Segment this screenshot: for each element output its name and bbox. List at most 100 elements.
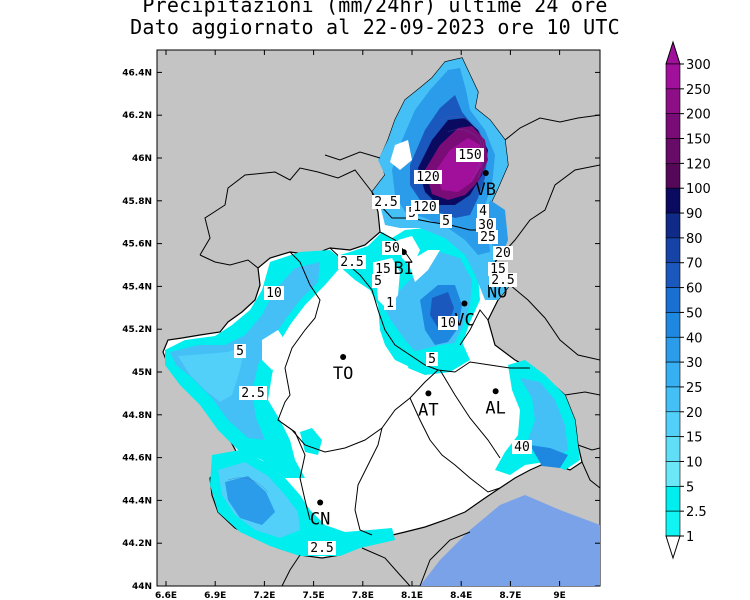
contour-label-bg — [456, 148, 484, 162]
longitude-axis: 6.6E 6.9E 7.2E 7.5E 7.8E 8.1E 8.4E 8.7E 9E — [155, 50, 566, 600]
contour-label-bg — [488, 262, 508, 276]
contour-label-bg — [477, 204, 489, 218]
city-label: VC — [454, 311, 474, 331]
contour-label: 20 — [495, 246, 511, 261]
colorbar-segment — [665, 287, 681, 313]
contour-label-bg — [440, 214, 452, 228]
city-dot — [340, 354, 347, 361]
colorbar-segment — [665, 237, 681, 264]
contour-label: 150 — [458, 148, 481, 163]
city-label: BI — [394, 259, 414, 279]
colorbar: 3002502001501201009080706050403025201510… — [665, 40, 711, 560]
contour-label-bg — [478, 230, 498, 244]
contour-label-bg — [426, 352, 438, 366]
lat-tick-label: 46.2N — [122, 111, 152, 121]
latitude-axis: 46.4N 46.2N 46N 45.8N 45.6N 45.4N 45.2N 45N 44.8… — [122, 68, 600, 592]
city-markers: TO AT AL CN BI VC NO VB — [310, 169, 508, 530]
lon-tick-label: 6.6E — [155, 591, 177, 600]
contour-label-bg — [438, 316, 458, 330]
contour-label-bg — [414, 170, 442, 184]
contour-label: 2.5 — [340, 255, 363, 270]
country-borders — [199, 114, 600, 586]
colorbar-bottom-arrow — [665, 535, 681, 560]
colorbar-label: 25 — [686, 381, 703, 396]
contour-label-bg — [372, 195, 400, 209]
lat-tick-label: 46.4N — [122, 68, 152, 78]
contour-label: 25 — [480, 230, 496, 245]
colorbar-label: 150 — [686, 133, 711, 148]
contour-label-bg — [476, 218, 496, 232]
city-label: NO — [487, 283, 507, 303]
colorbar-segment — [665, 88, 681, 114]
map-title: Precipitazioni (mm/24hr) ultime 24 ore — [142, 0, 608, 17]
contour-label-bg — [234, 344, 246, 358]
colorbar-segment — [665, 212, 681, 239]
colorbar-label: 70 — [686, 257, 703, 272]
contour-label-bg — [308, 541, 336, 555]
colorbar-top-arrow — [665, 40, 681, 65]
contour-label: 10 — [266, 286, 282, 301]
colorbar-segment — [665, 336, 681, 363]
colorbar-segment — [665, 436, 681, 462]
colorbar-segment — [665, 461, 681, 487]
colorbar-label: 250 — [686, 83, 711, 98]
colorbar-segment — [665, 163, 681, 189]
lat-tick-label: 44N — [132, 582, 152, 592]
colorbar-segment — [665, 262, 681, 288]
colorbar-label: 2.5 — [686, 505, 707, 520]
contour-label: 10 — [440, 316, 456, 331]
colorbar-label: 80 — [686, 232, 703, 247]
colorbar-label: 20 — [686, 406, 703, 421]
lon-tick-label: 7.2E — [253, 591, 275, 600]
contour-label-bg — [264, 286, 284, 300]
contour-label-bg — [338, 255, 366, 269]
lat-tick-label: 45.2N — [122, 325, 152, 335]
contour-label-bg — [512, 440, 532, 454]
contour-label-bg — [411, 200, 439, 214]
colorbar-segment — [665, 312, 681, 338]
contour-label: 5 — [442, 214, 450, 229]
colorbar-label: 1 — [686, 530, 694, 545]
city-dot — [482, 169, 489, 176]
contour-label: 15 — [375, 262, 391, 277]
colorbar-label: 90 — [686, 207, 703, 222]
map-subtitle: Dato aggiornato al 22-09-2023 ore 10 UTC — [130, 15, 620, 39]
colorbar-segment — [665, 510, 681, 537]
colorbar-segment — [665, 113, 681, 139]
contour-label: 2.5 — [241, 386, 264, 401]
colorbar-segment — [665, 411, 681, 437]
contour-label: 40 — [514, 440, 530, 455]
colorbar-segment — [665, 386, 681, 413]
city-label: TO — [333, 364, 353, 384]
contour-label: 2.5 — [491, 273, 514, 288]
sea-area — [420, 495, 600, 586]
city-dot — [317, 499, 324, 506]
lon-tick-label: 8.1E — [401, 591, 423, 600]
colorbar-label: 30 — [686, 356, 703, 371]
province-borders — [277, 191, 530, 536]
colorbar-label: 100 — [686, 182, 711, 197]
colorbar-label: 50 — [686, 306, 703, 321]
contour-label: 2.5 — [310, 541, 333, 556]
lat-tick-label: 45.6N — [122, 240, 152, 250]
lon-tick-label: 8.7E — [499, 591, 521, 600]
city-label: AT — [418, 400, 438, 420]
lon-tick-label: 6.9E — [204, 591, 226, 600]
contour-label-bg — [239, 386, 267, 400]
lat-tick-label: 45N — [132, 368, 152, 378]
city-dot — [425, 390, 432, 397]
contour-label: 30 — [478, 218, 494, 233]
lat-tick-label: 44.6N — [122, 454, 152, 464]
lon-tick-label: 8.4E — [450, 591, 472, 600]
contour-label: 5 — [236, 344, 244, 359]
contour-labels: 1501202.5512054302520152.5502.5155110105… — [234, 148, 532, 556]
lat-tick-label: 44.8N — [122, 411, 152, 421]
contour-label-bg — [373, 262, 393, 276]
colorbar-label: 15 — [686, 431, 703, 446]
contour-label: 1 — [386, 296, 394, 311]
lat-tick-label: 44.2N — [122, 539, 152, 549]
lat-tick-label: 45.8N — [122, 197, 152, 207]
colorbar-label: 120 — [686, 157, 711, 172]
city-dot — [461, 300, 468, 307]
